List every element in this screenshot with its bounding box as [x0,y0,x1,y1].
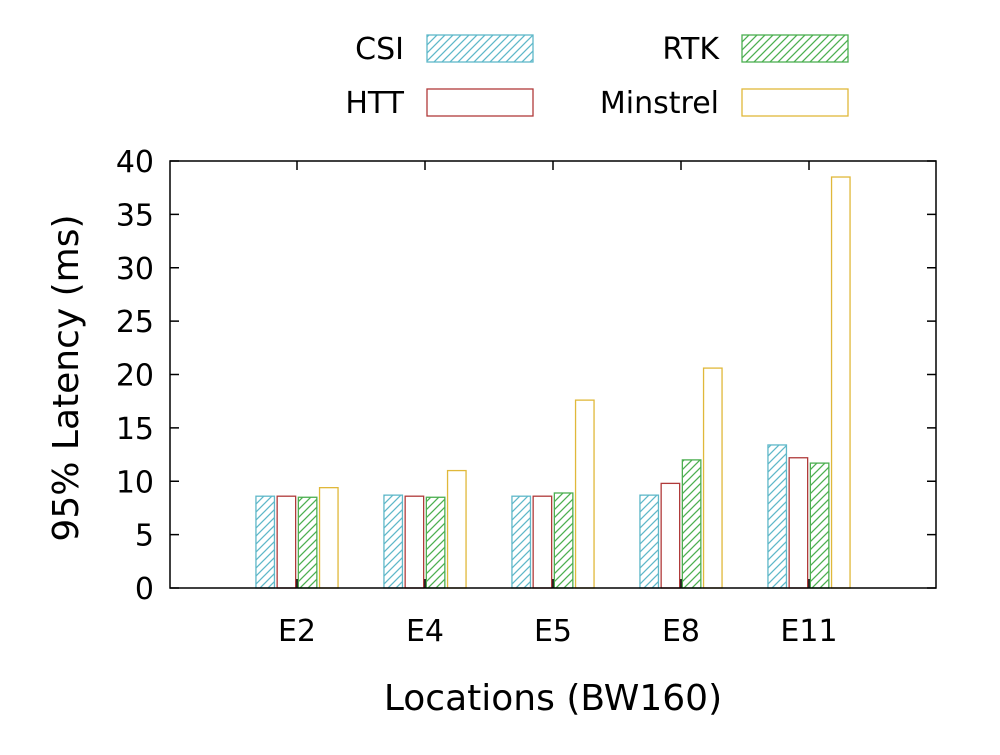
bar-minstrel-e5 [574,399,595,589]
legend-label-rtk: RTK [662,32,720,67]
bar-rtk-e2 [297,496,318,589]
x-tick-label-e5: E5 [534,614,572,649]
legend-swatch-rtk [741,34,849,63]
bar-minstrel-e11 [830,176,851,589]
y-tick-label: 30 [116,252,154,287]
y-tick-label: 35 [116,198,154,233]
bar-htt-e11 [788,457,809,589]
bar-rtk-e11 [809,462,830,589]
bar-csi-e5 [511,495,532,589]
plot-frame [169,160,937,589]
y-tick-label: 0 [135,572,154,607]
bar-minstrel-e8 [702,367,723,589]
bar-htt-e8 [660,482,681,589]
x-tick-label-e4: E4 [406,614,444,649]
legend-label-csi: CSI [355,32,404,67]
x-tick-label-e11: E11 [780,614,837,649]
legend-swatch-htt [426,88,534,117]
x-tick-label-e8: E8 [662,614,700,649]
bar-csi-e4 [383,494,404,589]
bar-htt-e5 [532,495,553,589]
bar-rtk-e5 [553,492,574,589]
legend-swatch-csi [426,34,534,63]
legend-label-minstrel: Minstrel [600,86,719,121]
bar-minstrel-e4 [446,469,467,589]
legend-label-htt: HTT [345,86,404,121]
legend-swatch-minstrel [741,88,849,117]
y-tick-label: 25 [116,305,154,340]
bar-csi-e8 [639,494,660,589]
bar-minstrel-e2 [318,487,339,589]
y-tick-label: 40 [116,145,154,180]
y-tick-label: 15 [116,412,154,447]
bar-htt-e4 [404,495,425,589]
bar-csi-e11 [767,444,788,589]
bar-csi-e2 [255,495,276,589]
y-tick-label: 20 [116,359,154,394]
y-tick-label: 10 [116,465,154,500]
y-axis-title: 95% Latency (ms) [46,214,87,541]
y-tick-label: 5 [135,519,154,554]
x-tick-label-e2: E2 [278,614,316,649]
bar-rtk-e8 [681,459,702,589]
bar-htt-e2 [276,495,297,589]
bar-rtk-e4 [425,496,446,589]
x-axis-title: Locations (BW160) [384,678,722,719]
